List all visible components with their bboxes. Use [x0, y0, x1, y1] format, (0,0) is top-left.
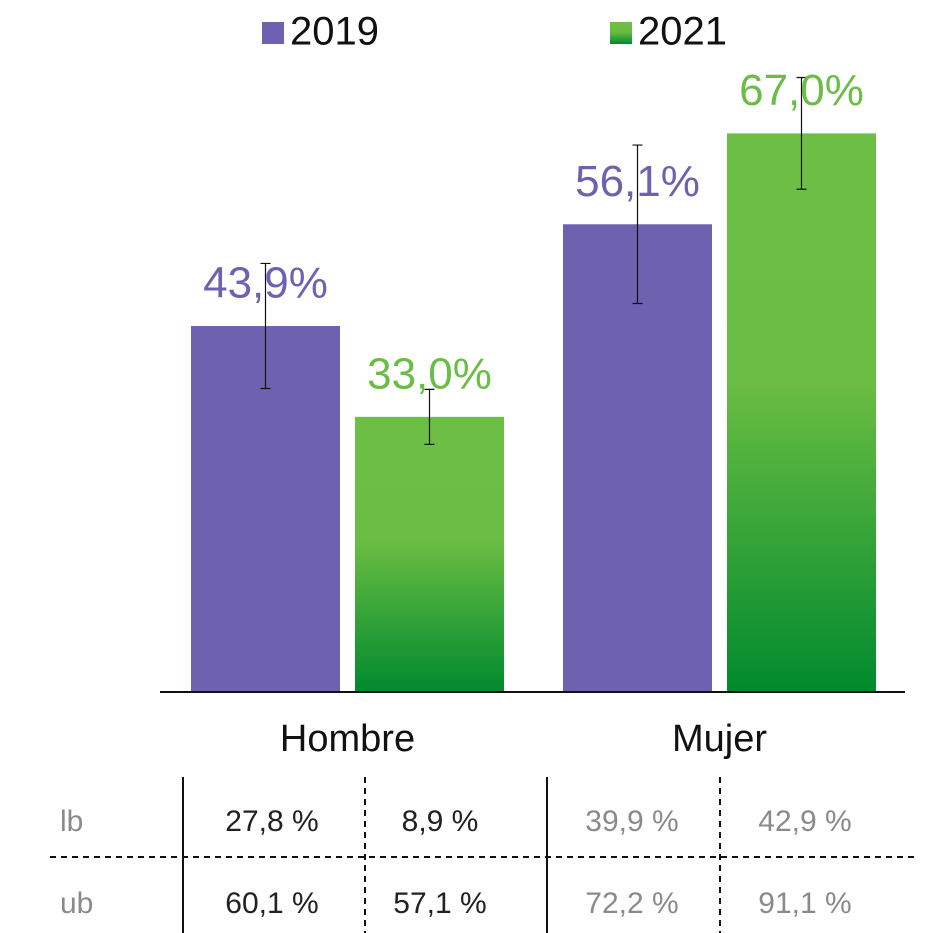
table-cell: 72,2 % [585, 887, 678, 920]
error-bar [260, 262, 271, 390]
table-cell: 60,1 % [225, 887, 318, 920]
value-label: 56,1% [575, 157, 700, 206]
x-tick-label: Mujer [672, 718, 767, 760]
bar [727, 133, 876, 692]
legend-swatch [610, 22, 632, 44]
row-header: lb [60, 805, 83, 838]
error-bar [632, 144, 643, 305]
table-cell: 27,8 % [225, 805, 318, 838]
error-bar [424, 388, 435, 445]
legend-swatch [262, 22, 284, 44]
value-label: 43,9% [203, 259, 328, 308]
legend-label: 2021 [638, 10, 727, 54]
table-cell: 8,9 % [402, 805, 479, 838]
error-bar [796, 76, 807, 190]
legend-label: 2019 [290, 10, 379, 54]
bar [355, 416, 504, 692]
table-cell: 57,1 % [393, 887, 486, 920]
row-header: ub [60, 887, 93, 920]
value-label: 33,0% [367, 349, 492, 398]
table-cell: 39,9 % [585, 805, 678, 838]
table-cell: 91,1 % [758, 887, 851, 920]
x-tick-label: Hombre [280, 718, 415, 760]
value-label: 67,0% [739, 66, 864, 115]
table-cell: 42,9 % [758, 805, 851, 838]
